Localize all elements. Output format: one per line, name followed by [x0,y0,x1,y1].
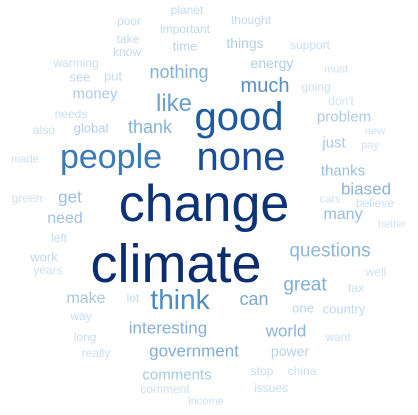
word-new: new [364,125,386,138]
word-green: green [11,191,43,205]
word-questions: questions [289,240,371,262]
word-money: money [72,85,118,103]
word-comments: comments [142,366,212,384]
word-interesting: interesting [128,318,208,338]
word-like: like [155,90,193,117]
word-warming: warming [53,56,99,70]
word-take: take [116,32,140,46]
word-government: government [149,341,239,361]
word-time: time [172,38,198,54]
word-put: put [103,68,123,84]
word-know: know [112,45,142,59]
word-also: also [32,123,56,137]
word-pay: pay [361,139,379,152]
word-cars: cars [319,193,341,206]
word-thought: thought [230,13,272,27]
word-world: world [265,321,307,341]
word-years: years [33,263,63,277]
word-power: power [270,343,310,359]
word-country: country [322,301,366,317]
word-thank: thank [127,117,173,137]
word-going: going [301,80,331,94]
word-better: better [377,218,407,231]
word-thanks: thanks [320,162,366,180]
word-people: people [59,138,163,176]
word-lot: lot [126,291,140,305]
word-global: global [73,120,109,136]
word-needs: needs [54,107,88,121]
word-many: many [323,206,363,223]
word-think: think [150,284,210,315]
word-energy: energy [250,55,294,71]
word-poor: poor [116,14,142,28]
word-really: really [81,346,111,360]
word-can: can [239,289,269,309]
word-none: none [196,135,286,179]
word-see: see [69,69,91,85]
word-make: make [66,290,106,307]
word-china: china [287,364,317,378]
word-made: made [11,153,39,166]
word-want: want [325,330,351,344]
word-problem: problem [316,108,372,126]
word-comment: comment [140,382,190,396]
word-one: one [292,300,314,316]
word-well: well [365,265,387,279]
word-change: change [118,175,290,233]
word-important: important [159,22,211,36]
word-way: way [70,309,92,323]
word-left: left [50,231,68,245]
word-don-t: don't [328,94,354,108]
word-need: need [47,210,83,227]
word-income: income [188,395,224,408]
word-long: long [73,330,97,344]
word-great: great [283,274,327,296]
word-biased: biased [340,179,392,199]
word-tax: tax [347,281,365,295]
word-support: support [289,38,331,52]
word-good: good [194,95,284,139]
word-planet: planet [170,3,204,17]
word-much: much [240,75,290,97]
word-climate: climate [90,234,262,294]
word-things: things [226,35,264,51]
word-nothing: nothing [149,62,209,82]
word-just: just [322,134,346,152]
word-stop: stop [250,364,274,378]
word-get: get [58,187,82,207]
word-must: must [324,63,348,76]
word-issues: issues [253,381,289,395]
word-believe: believe [355,196,395,210]
word-work: work [30,249,58,265]
